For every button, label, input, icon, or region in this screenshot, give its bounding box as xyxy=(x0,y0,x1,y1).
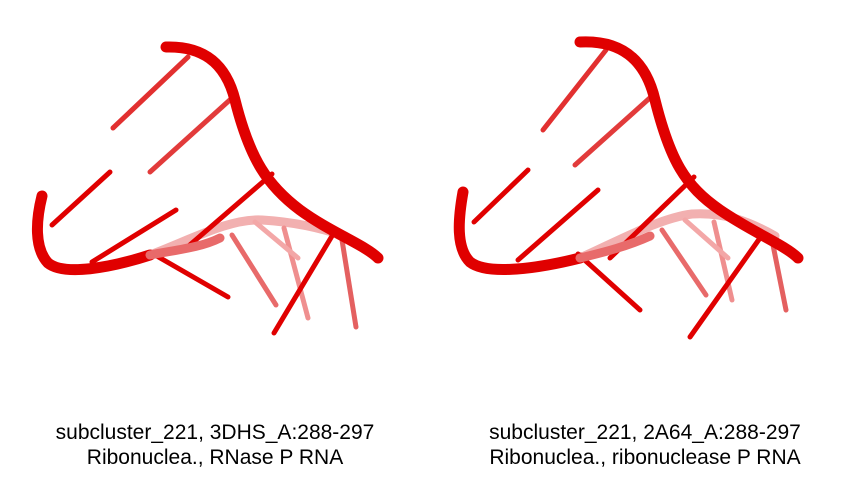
caption: subcluster_221, 3DHS_A:288-297 Ribonucle… xyxy=(0,420,430,470)
rna-structure-3dhs xyxy=(31,41,384,336)
caption-line-2: Ribonuclea., ribonuclease P RNA xyxy=(489,446,801,469)
structure-panel-right: subcluster_221, 2A64_A:288-297 Ribonucle… xyxy=(430,0,860,480)
caption-line-2: Ribonuclea., RNase P RNA xyxy=(86,446,344,469)
rna-structure-2a64 xyxy=(453,36,804,340)
structure-panel-left: subcluster_221, 3DHS_A:288-297 Ribonucle… xyxy=(0,41,430,470)
caption-line-1: subcluster_221, 3DHS_A:288-297 xyxy=(55,421,375,444)
caption: subcluster_221, 2A64_A:288-297 Ribonucle… xyxy=(430,420,860,470)
caption-line-1: subcluster_221, 2A64_A:288-297 xyxy=(489,421,801,444)
